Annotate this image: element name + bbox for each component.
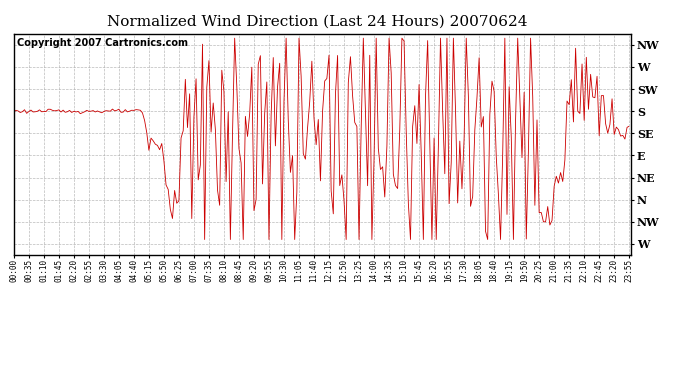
Text: Normalized Wind Direction (Last 24 Hours) 20070624: Normalized Wind Direction (Last 24 Hours…	[107, 15, 528, 29]
Text: Copyright 2007 Cartronics.com: Copyright 2007 Cartronics.com	[17, 38, 188, 48]
